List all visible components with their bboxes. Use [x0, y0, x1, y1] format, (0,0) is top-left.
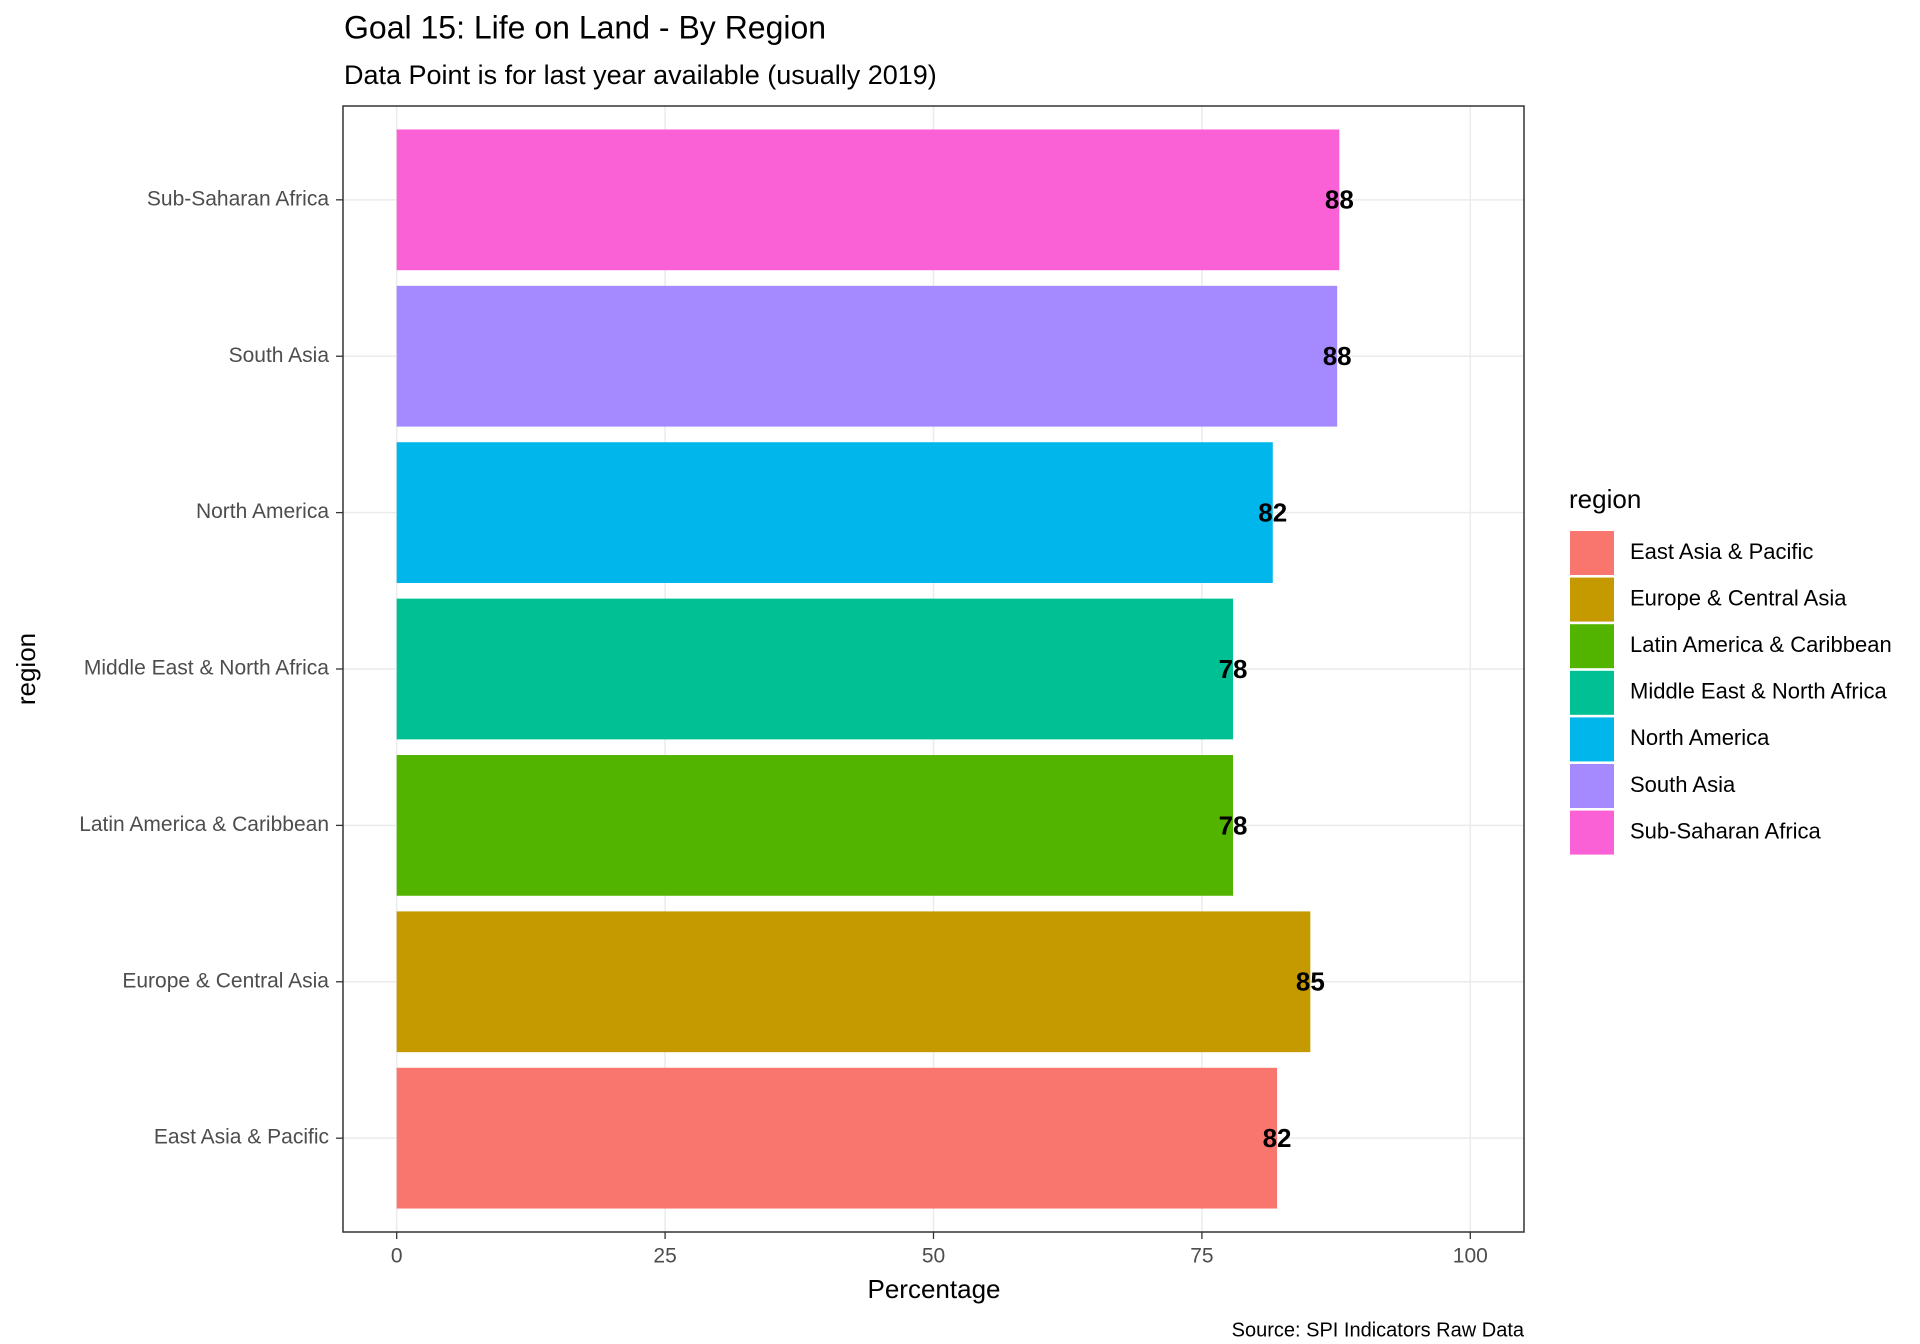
legend-label: South Asia: [1630, 772, 1736, 797]
x-tick-label: 25: [653, 1245, 676, 1268]
legend-label: Middle East & North Africa: [1630, 679, 1888, 704]
legend-label: East Asia & Pacific: [1630, 539, 1813, 564]
y-tick-label: Latin America & Caribbean: [79, 813, 329, 836]
data-label: 82: [1263, 1123, 1292, 1153]
bar: [396, 598, 1234, 740]
y-axis-title: region: [11, 633, 41, 705]
legend-key: [1570, 810, 1614, 855]
legend-key: [1570, 764, 1614, 808]
legend-title: region: [1569, 484, 1641, 514]
legend-key: [1570, 577, 1614, 622]
bar: [396, 129, 1340, 271]
caption: Source: SPI Indicators Raw Data: [1232, 1319, 1525, 1341]
data-label: 78: [1219, 654, 1248, 684]
chart-subtitle: Data Point is for last year available (u…: [344, 60, 937, 90]
x-axis-title: Percentage: [868, 1274, 1001, 1304]
plot-border: [342, 105, 1525, 1233]
data-label: 78: [1219, 810, 1248, 840]
y-tick-label: Middle East & North Africa: [84, 657, 329, 680]
y-tick-label: Sub-Saharan Africa: [147, 187, 329, 210]
bar: [396, 285, 1338, 427]
bar: [396, 442, 1273, 583]
chart-title: Goal 15: Life on Land - By Region: [344, 9, 826, 45]
legend-key: [1570, 531, 1614, 575]
bar: [396, 911, 1311, 1053]
legend-label: Europe & Central Asia: [1630, 585, 1847, 610]
x-tick-label: 50: [922, 1245, 945, 1268]
legend-key: [1570, 670, 1614, 715]
bar: [396, 1067, 1278, 1209]
y-tick-label: East Asia & Pacific: [154, 1126, 329, 1149]
x-tick-label: 75: [1190, 1245, 1213, 1268]
x-tick-label: 100: [1453, 1245, 1488, 1268]
x-tick-label: 0: [391, 1245, 403, 1268]
legend-key: [1570, 717, 1614, 762]
legend-label: Sub-Saharan Africa: [1630, 818, 1822, 843]
data-label: 85: [1296, 967, 1325, 997]
data-label: 82: [1258, 497, 1287, 527]
legend-label: North America: [1630, 725, 1770, 750]
y-tick-label: Europe & Central Asia: [122, 969, 329, 992]
data-label: 88: [1323, 341, 1352, 371]
legend-label: Latin America & Caribbean: [1630, 632, 1892, 657]
y-tick-label: North America: [196, 500, 329, 523]
legend-key: [1570, 624, 1614, 669]
bar: [396, 755, 1234, 896]
data-label: 88: [1325, 185, 1354, 215]
y-tick-label: South Asia: [229, 344, 330, 367]
